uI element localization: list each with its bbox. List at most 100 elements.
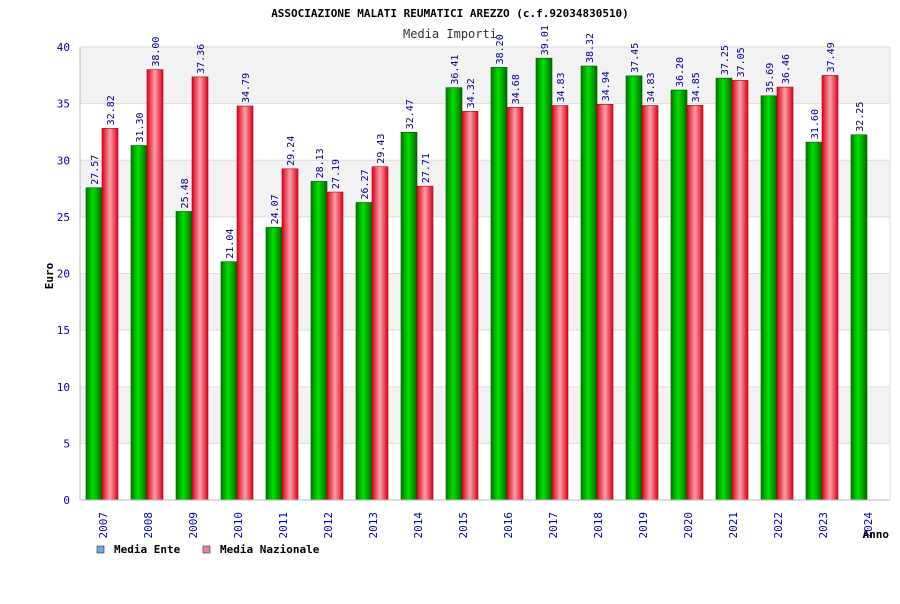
x-tick-label: 2020: [682, 512, 695, 539]
y-tick-label: 15: [57, 324, 70, 337]
bar-media-ente: [850, 134, 868, 501]
bar-media-ente: [175, 211, 193, 501]
x-tick-label: 2009: [187, 512, 200, 539]
data-label-media-ente: 39.01: [540, 25, 551, 55]
data-label-media-ente: 31.30: [135, 112, 146, 142]
legend-swatch-media-ente: [96, 545, 105, 554]
bar-media-ente: [760, 95, 778, 501]
plot-band: [80, 386, 890, 444]
data-label-media-ente: 28.13: [315, 148, 326, 178]
data-label-media-ente: 38.32: [585, 33, 596, 63]
data-label-media-ente: 31.60: [810, 109, 821, 139]
bar-media-nazionale: [326, 191, 344, 501]
data-label-media-nazionale: 34.32: [466, 78, 477, 108]
plot-band: [80, 47, 890, 104]
data-label-media-ente: 21.04: [225, 229, 236, 259]
plot-band: [80, 273, 890, 331]
x-tick-label: 2019: [637, 512, 650, 539]
data-label-media-ente: 36.41: [450, 55, 461, 85]
data-label-media-ente: 36.20: [675, 57, 686, 87]
x-tick-label: 2023: [817, 512, 830, 539]
data-label-media-ente: 27.57: [90, 155, 101, 185]
data-label-media-nazionale: 34.79: [241, 73, 252, 103]
data-label-media-nazionale: 27.19: [331, 159, 342, 189]
data-label-media-ente: 35.69: [765, 63, 776, 93]
bar-media-ente: [445, 87, 463, 501]
data-label-media-nazionale: 34.94: [601, 71, 612, 101]
x-tick-label: 2012: [322, 512, 335, 539]
bar-media-nazionale: [236, 105, 254, 501]
y-tick-label: 25: [57, 211, 70, 224]
y-tick-label: 35: [57, 98, 70, 111]
y-tick-label: 0: [63, 494, 70, 507]
bar-media-ente: [625, 75, 643, 501]
x-tick-label: 2017: [547, 512, 560, 539]
bar-media-ente: [355, 202, 373, 501]
bar-media-ente: [220, 261, 238, 501]
bar-media-ente: [130, 145, 148, 501]
bar-media-nazionale: [506, 106, 524, 501]
bar-media-nazionale: [281, 168, 299, 501]
y-tick-label: 10: [57, 381, 70, 394]
chart-subtitle: Media Importi: [403, 27, 497, 41]
x-tick-label: 2016: [502, 512, 515, 539]
data-label-media-ente: 37.45: [630, 43, 641, 73]
data-label-media-ente: 32.47: [405, 99, 416, 129]
x-tick-label: 2014: [412, 512, 425, 539]
x-tick-label: 2007: [97, 512, 110, 539]
data-label-media-nazionale: 32.82: [106, 95, 117, 125]
bar-media-nazionale: [371, 166, 389, 501]
bar-media-ente: [805, 141, 823, 501]
data-label-media-ente: 26.27: [360, 169, 371, 199]
data-label-media-nazionale: 37.36: [196, 44, 207, 74]
plot-band: [80, 216, 890, 274]
data-label-media-nazionale: 37.49: [826, 42, 837, 72]
bar-media-nazionale: [101, 128, 119, 501]
bar-media-ente: [715, 77, 733, 501]
y-tick-label: 5: [63, 437, 70, 450]
data-label-media-ente: 38.20: [495, 34, 506, 64]
bar-media-ente: [670, 89, 688, 501]
x-tick-label: 2011: [277, 512, 290, 539]
bar-media-nazionale: [686, 105, 704, 501]
plot-band: [80, 443, 890, 500]
bar-media-ente: [535, 57, 553, 501]
plot-band: [80, 160, 890, 217]
bar-media-nazionale: [191, 76, 209, 501]
legend-label-media-nazionale: Media Nazionale: [220, 543, 320, 556]
bar-media-nazionale: [596, 104, 614, 501]
x-tick-label: 2024: [862, 512, 875, 539]
bar-media-nazionale: [776, 86, 794, 501]
bar-media-ente: [85, 187, 103, 501]
y-tick-label: 40: [57, 41, 70, 54]
bar-media-nazionale: [416, 185, 434, 501]
data-label-media-ente: 37.25: [720, 45, 731, 75]
x-tick-label: 2021: [727, 512, 740, 539]
bar-media-nazionale: [146, 69, 164, 501]
x-tick-label: 2022: [772, 512, 785, 539]
bar-media-nazionale: [461, 111, 479, 501]
y-tick-label: 30: [57, 154, 70, 167]
x-axis-title: Anno: [863, 528, 890, 541]
data-label-media-ente: 24.07: [270, 194, 281, 224]
data-label-media-nazionale: 29.43: [376, 134, 387, 164]
y-axis-title: Euro: [43, 262, 56, 289]
data-label-media-nazionale: 29.24: [286, 136, 297, 166]
x-tick-label: 2013: [367, 512, 380, 539]
bar-media-ente: [580, 65, 598, 501]
x-tick-label: 2008: [142, 512, 155, 539]
bar-media-nazionale: [821, 75, 839, 501]
bar-media-ente: [265, 227, 283, 501]
data-label-media-nazionale: 34.83: [646, 72, 657, 102]
bar-media-nazionale: [551, 105, 569, 501]
bar-media-ente: [400, 131, 418, 501]
y-tick-label: 20: [57, 268, 70, 281]
bar-media-ente: [490, 67, 508, 501]
data-label-media-ente: 25.48: [180, 178, 191, 208]
legend: Media Ente Media Nazionale: [96, 543, 320, 556]
data-label-media-nazionale: 27.71: [421, 153, 432, 183]
plot-band: [80, 330, 890, 387]
data-label-media-nazionale: 34.85: [691, 72, 702, 102]
